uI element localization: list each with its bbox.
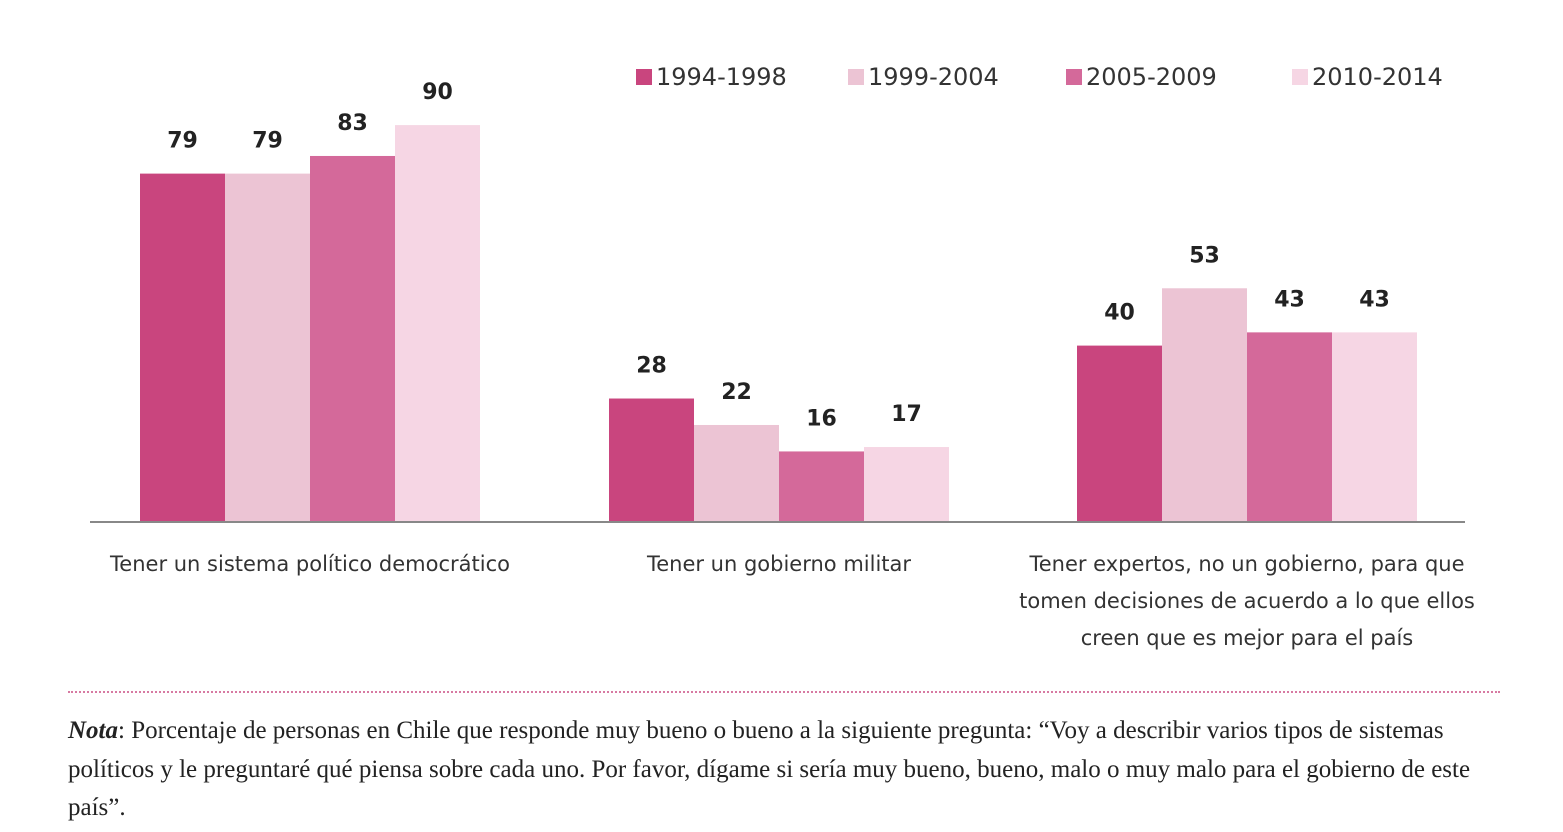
bar — [1247, 332, 1332, 522]
note-label: Nota — [68, 717, 118, 744]
legend-label: 2005-2009 — [1086, 63, 1217, 91]
legend-swatch — [1066, 69, 1082, 85]
bar — [225, 173, 310, 523]
value-label: 40 — [1104, 301, 1135, 326]
bar — [1332, 332, 1417, 522]
value-label: 79 — [252, 129, 283, 154]
value-label: 22 — [721, 380, 752, 405]
bar — [694, 424, 779, 522]
value-label: 17 — [891, 402, 922, 427]
value-label: 43 — [1359, 287, 1390, 312]
value-label: 28 — [636, 354, 667, 379]
bar — [1077, 345, 1162, 522]
legend-swatch — [636, 69, 652, 85]
category-label: Tener un gobierno militar — [646, 552, 912, 576]
value-label: 43 — [1274, 287, 1305, 312]
value-label: 53 — [1189, 243, 1220, 268]
note-text: : Porcentaje de personas en Chile que re… — [68, 717, 1471, 821]
bar — [609, 398, 694, 522]
value-label: 90 — [422, 80, 453, 105]
legend-label: 1994-1998 — [656, 63, 787, 91]
value-label: 83 — [337, 111, 368, 136]
bar — [395, 125, 480, 522]
legend-swatch — [1292, 69, 1308, 85]
separator — [68, 691, 1500, 693]
bar — [864, 447, 949, 522]
chart: 1994-1998 79 28 40 1999-2004 79 22 53 2005-2009 8… — [90, 63, 1465, 523]
bar — [140, 173, 225, 523]
legend-label: 1999-2004 — [868, 63, 999, 91]
category-label: Tener un sistema político democrático — [110, 552, 510, 576]
bar — [1162, 288, 1247, 522]
value-label: 79 — [167, 129, 198, 154]
category-label: Tener expertos, no un gobierno, para que… — [1019, 552, 1475, 650]
note: Nota: Porcentaje de personas en Chile qu… — [68, 712, 1508, 828]
legend-swatch — [848, 69, 864, 85]
bar — [310, 155, 395, 522]
value-label: 16 — [806, 406, 837, 431]
bar — [779, 451, 864, 522]
legend-label: 2010-2014 — [1312, 63, 1443, 91]
